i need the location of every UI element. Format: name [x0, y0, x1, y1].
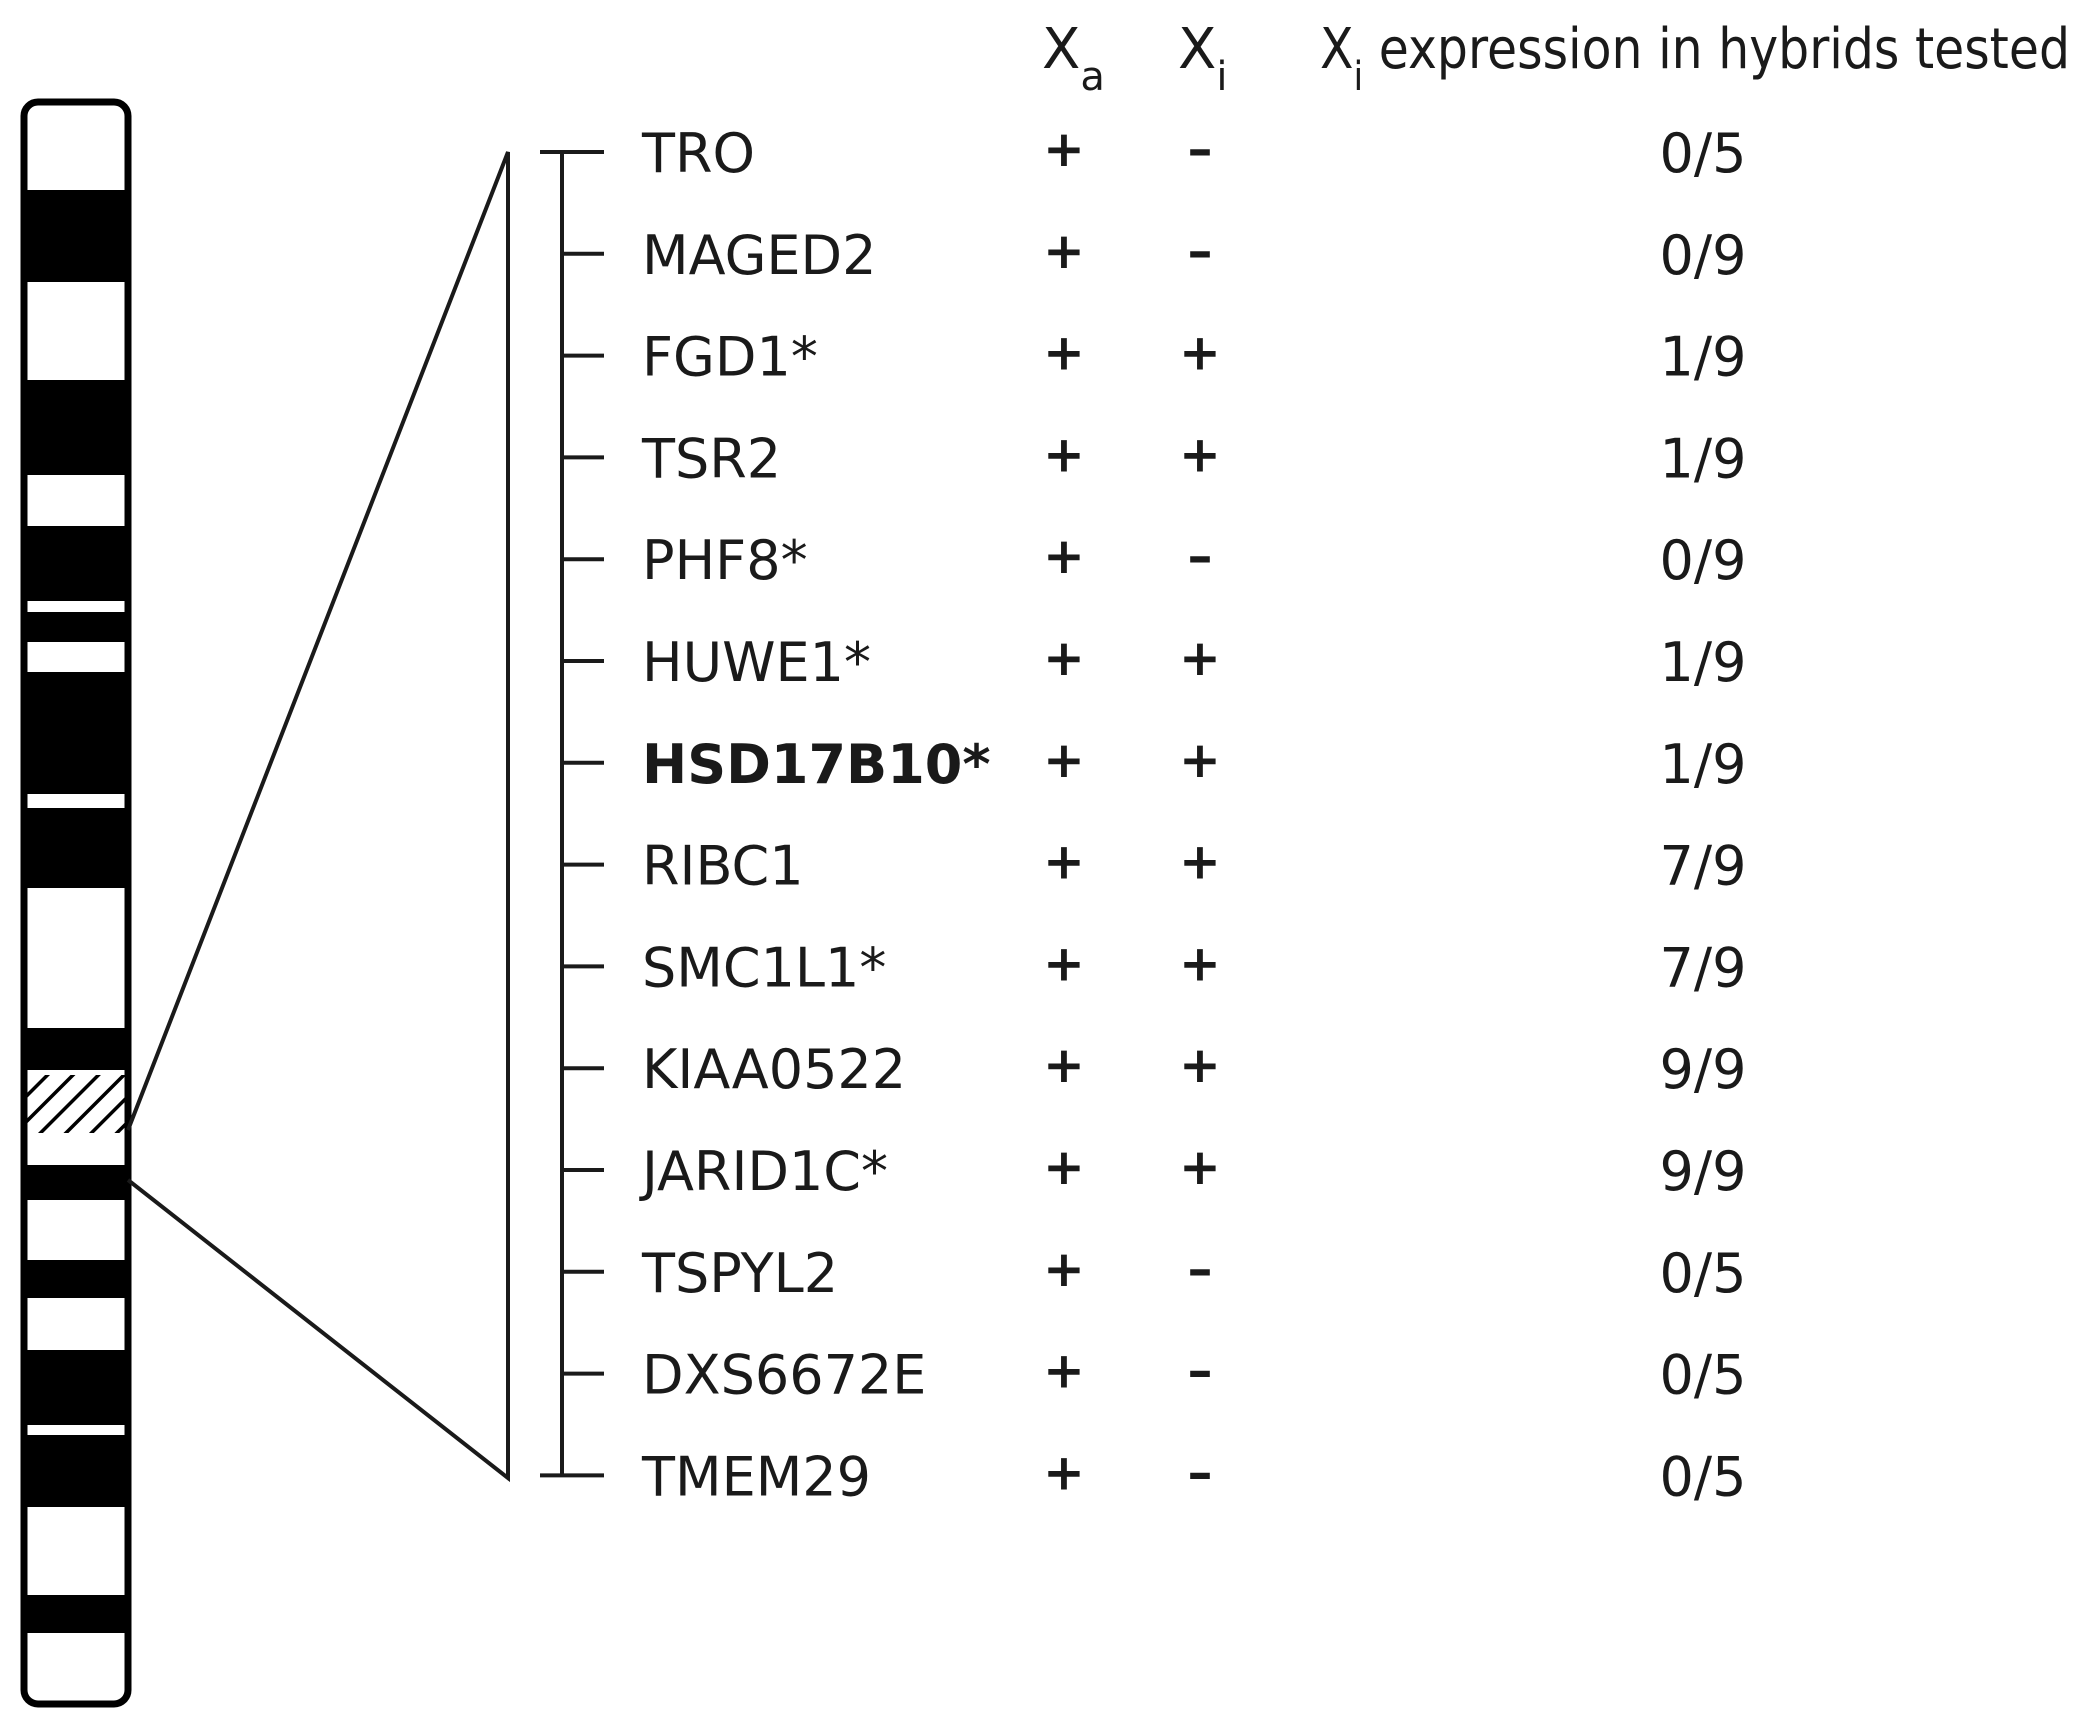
chromosome-ideogram [20, 98, 132, 1708]
gene-row: PHF8* + – 0/9 [642, 527, 1746, 592]
xi-status: + [1179, 425, 1221, 483]
gene-row: HUWE1* + +1/9 [642, 629, 1746, 694]
xi-expression-fraction: 1/9 [1660, 326, 1747, 389]
band [24, 1435, 128, 1507]
gene-row: SMC1L1* + +7/9 [642, 934, 1746, 999]
gene-row: KIAA0522 + +9/9 [642, 1036, 1746, 1101]
band [24, 1260, 128, 1298]
gene-name: HSD17B10* [642, 733, 991, 796]
xi-expression-fraction: 0/9 [1660, 529, 1747, 592]
header-xi: Xi [1178, 17, 1228, 100]
xi-expression-fraction: 1/9 [1660, 733, 1747, 796]
gene-rows: TRO + – 0/5 MAGED2 + – 0/9 FGD1* + +1/9 TSR2 + +1/9 PH… [639, 120, 1746, 1508]
xi-expression-fraction: 0/5 [1660, 1344, 1747, 1407]
gene-row: TSR2 + +1/9 [641, 425, 1746, 490]
xi-expression-fraction: 0/5 [1660, 1445, 1747, 1508]
centromere-hatched-region [24, 1075, 128, 1133]
xa-status: + [1043, 120, 1085, 178]
xa-status: + [1043, 425, 1085, 483]
gene-name: TMEM29 [641, 1445, 871, 1508]
xa-status: + [1043, 833, 1085, 891]
band [24, 380, 128, 475]
xi-expression-fraction: 7/9 [1660, 936, 1747, 999]
xi-status: – [1188, 1443, 1213, 1501]
xi-expression-fraction: 7/9 [1660, 835, 1747, 898]
gene-name: HUWE1* [642, 631, 871, 694]
chromosome-outline [20, 98, 132, 1708]
xi-expression-fraction: 0/5 [1660, 1242, 1747, 1305]
gene-name: TSR2 [641, 427, 781, 490]
band [24, 1350, 128, 1425]
gene-name: PHF8* [642, 529, 808, 592]
xi-status: – [1188, 527, 1213, 585]
xi-status: + [1179, 1138, 1221, 1196]
gene-map-bracket [540, 150, 604, 1478]
band [24, 808, 128, 888]
gene-row: RIBC1 + +7/9 [642, 833, 1746, 898]
xa-status: + [1043, 1138, 1085, 1196]
xa-status: + [1043, 731, 1085, 789]
xi-expression-fraction: 0/5 [1660, 122, 1747, 185]
xa-status: + [1043, 934, 1085, 992]
xi-status: + [1179, 324, 1221, 382]
xi-status: + [1179, 833, 1221, 891]
band [24, 1595, 128, 1633]
xi-status: + [1179, 731, 1221, 789]
gene-row: TSPYL2 + – 0/5 [641, 1240, 1746, 1305]
band [24, 526, 128, 601]
gene-name: RIBC1 [642, 835, 804, 898]
gene-name: KIAA0522 [642, 1038, 906, 1101]
xi-expression-fraction: 9/9 [1660, 1140, 1747, 1203]
gene-row: DXS6672E + – 0/5 [642, 1342, 1746, 1407]
gene-row: JARID1C* + +9/9 [639, 1138, 1746, 1203]
header-xa: Xa [1042, 17, 1105, 100]
xi-expression-fraction: 1/9 [1660, 631, 1747, 694]
xi-status: – [1188, 1240, 1213, 1298]
gene-name: JARID1C* [639, 1140, 888, 1203]
gene-name: SMC1L1* [642, 936, 886, 999]
band [24, 672, 128, 794]
xi-status: – [1188, 120, 1213, 178]
xa-status: + [1043, 629, 1085, 687]
gene-row: MAGED2 + – 0/9 [642, 222, 1746, 287]
xa-status: + [1043, 527, 1085, 585]
xa-status: + [1043, 324, 1085, 382]
gene-name: DXS6672E [642, 1344, 926, 1407]
xi-status: – [1188, 1342, 1213, 1400]
xi-expression-fraction: 1/9 [1660, 427, 1747, 490]
xi-status: + [1179, 934, 1221, 992]
gene-name: MAGED2 [642, 224, 876, 287]
gene-row: FGD1* + +1/9 [642, 324, 1746, 389]
table-header: Xa Xi Xi expression in hybrids tested [1042, 17, 2070, 100]
xa-status: + [1043, 1342, 1085, 1400]
gene-row: TMEM29 + – 0/5 [641, 1443, 1746, 1508]
xi-status: – [1188, 222, 1213, 280]
xi-expression-fraction: 0/9 [1660, 224, 1747, 287]
band [24, 612, 128, 642]
gene-name: TSPYL2 [641, 1242, 838, 1305]
gene-name: TRO [641, 122, 755, 185]
xa-status: + [1043, 1443, 1085, 1501]
xi-status: + [1179, 1036, 1221, 1094]
xi-expression-fraction: 9/9 [1660, 1038, 1747, 1101]
gene-name: FGD1* [642, 326, 818, 389]
zoom-expansion-lines [126, 151, 510, 1483]
xi-status: + [1179, 629, 1221, 687]
band [24, 190, 128, 282]
xa-status: + [1043, 222, 1085, 280]
xa-status: + [1043, 1240, 1085, 1298]
gene-row: HSD17B10* + +1/9 [642, 731, 1746, 796]
band [24, 1165, 128, 1200]
gene-row: TRO + – 0/5 [641, 120, 1746, 185]
xa-status: + [1043, 1036, 1085, 1094]
header-xi-expression: Xi expression in hybrids tested [1320, 17, 2070, 100]
band [24, 1028, 128, 1070]
